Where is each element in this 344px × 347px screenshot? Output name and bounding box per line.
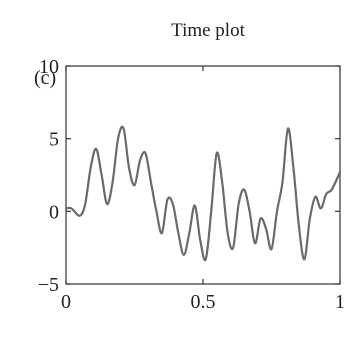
y-tick-label-1: 5 (49, 129, 59, 151)
panel-label: (c) (34, 67, 56, 89)
y-tick-label-2: 0 (49, 201, 59, 223)
axis-ticks (65, 65, 341, 285)
series-group (64, 125, 342, 262)
x-tick-label-1: 0.5 (191, 291, 216, 313)
chart-title: Time plot (171, 20, 245, 41)
y-tick-label-3: −5 (38, 274, 59, 296)
x-tick-label-0: 0 (61, 291, 71, 313)
series-line-0 (64, 125, 342, 262)
x-tick-label-2: 1 (335, 291, 344, 313)
y-tick-label-0: 10 (39, 56, 59, 78)
